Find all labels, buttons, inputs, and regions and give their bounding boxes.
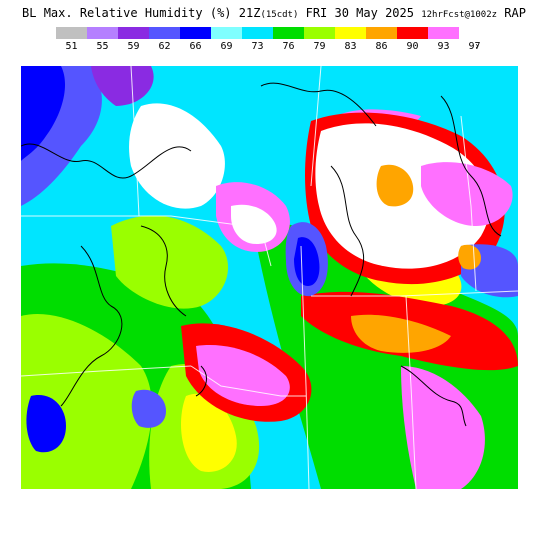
humidity-region — [401, 366, 485, 489]
coastline — [440, 95, 502, 237]
legend-swatch — [273, 27, 304, 39]
humidity-region — [458, 244, 481, 270]
humidity-region — [91, 66, 154, 106]
coastline — [60, 245, 123, 407]
humidity-region — [21, 66, 66, 161]
state-border — [310, 66, 322, 187]
legend-label: 86 — [375, 41, 388, 52]
coastline — [21, 143, 192, 179]
legend-label: 83 — [344, 41, 357, 52]
coastline — [140, 225, 187, 317]
legend-item: 73 — [242, 27, 273, 52]
legend-item: 86 — [366, 27, 397, 52]
state-border — [460, 115, 477, 292]
humidity-map — [21, 66, 518, 489]
legend-label: 90 — [406, 41, 419, 52]
legend-label: 79 — [313, 41, 326, 52]
legend-swatch — [87, 27, 118, 39]
coastline — [400, 365, 467, 427]
humidity-region — [294, 237, 320, 286]
legend-swatch — [335, 27, 366, 39]
humidity-region — [131, 389, 166, 428]
humidity-region — [129, 103, 225, 209]
legend-label: 55 — [96, 41, 109, 52]
humidity-region — [421, 162, 513, 226]
humidity-region — [196, 345, 290, 406]
humidity-region — [181, 393, 237, 472]
legend-label: 93 — [437, 41, 450, 52]
legend-item: 55 — [87, 27, 118, 52]
state-border — [311, 290, 518, 297]
legend-swatch — [180, 27, 211, 39]
title-model: RAP — [497, 6, 526, 20]
legend-swatch — [242, 27, 273, 39]
legend-swatch — [428, 27, 459, 39]
legend-swatch — [211, 27, 242, 39]
legend-label: 59 — [127, 41, 140, 52]
legend-more-arrow: › — [474, 41, 481, 52]
legend-swatch — [56, 27, 87, 39]
legend-item: 83 — [335, 27, 366, 52]
humidity-region — [26, 395, 66, 453]
legend-item: 93 — [428, 27, 459, 52]
humidity-region — [351, 314, 451, 353]
map-title: BL Max. Relative Humidity (%) 21Z(15cdt)… — [0, 6, 548, 20]
coastline — [195, 365, 207, 397]
title-forecast: 12hrFcst@1002z — [421, 10, 498, 20]
legend-label: 62 — [158, 41, 171, 52]
legend-item: 59 — [118, 27, 149, 52]
state-border — [21, 215, 272, 267]
boundary-layer — [21, 66, 518, 489]
legend-item: 90 — [397, 27, 428, 52]
legend-item: 66 — [180, 27, 211, 52]
humidity-fill-layer — [21, 66, 518, 489]
legend-swatch — [459, 27, 490, 39]
title-local-time: (15cdt) — [260, 10, 299, 20]
legend-item: 76 — [273, 27, 304, 52]
state-border — [405, 295, 417, 489]
title-date: FRI 30 May 2025 — [298, 6, 422, 20]
state-border — [130, 66, 140, 217]
legend-swatch — [149, 27, 180, 39]
legend-label: 69 — [220, 41, 233, 52]
legend-item: 51 — [56, 27, 87, 52]
legend-swatch — [366, 27, 397, 39]
legend-label: 73 — [251, 41, 264, 52]
legend-label: 51 — [65, 41, 78, 52]
legend-item: 69 — [211, 27, 242, 52]
legend-swatch — [397, 27, 428, 39]
legend-label: 66 — [189, 41, 202, 52]
legend-label: 76 — [282, 41, 295, 52]
legend-swatch — [304, 27, 335, 39]
state-border — [300, 245, 310, 489]
coastline — [330, 165, 365, 297]
title-main: BL Max. Relative Humidity (%) 21Z — [22, 6, 261, 20]
legend-label: 97 — [468, 41, 481, 52]
humidity-region — [231, 204, 277, 244]
legend-item: 79 — [304, 27, 335, 52]
humidity-region — [111, 215, 229, 309]
legend-swatch — [118, 27, 149, 39]
state-border — [21, 365, 192, 377]
humidity-region — [376, 164, 414, 207]
legend-item: 62 — [149, 27, 180, 52]
coastline — [260, 82, 377, 127]
legend-item: 97 — [459, 27, 490, 52]
